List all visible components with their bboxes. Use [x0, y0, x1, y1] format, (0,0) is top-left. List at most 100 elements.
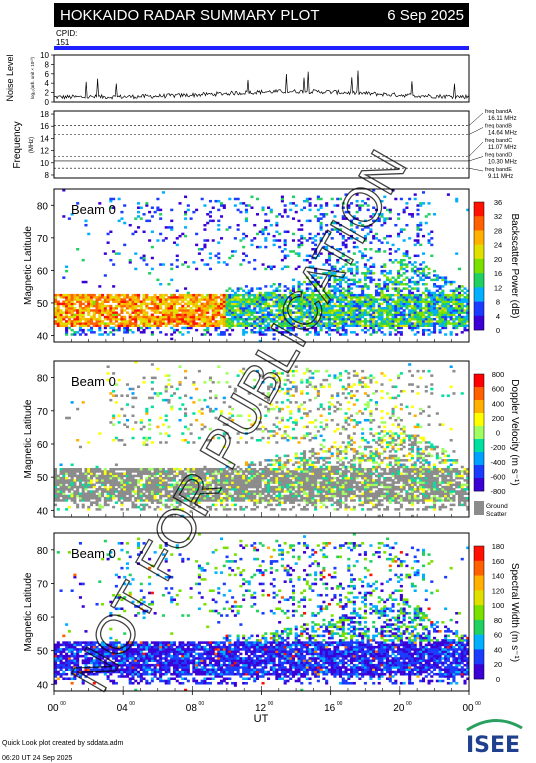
echo-cell [319, 317, 323, 321]
echo-cell [283, 465, 287, 469]
echo-cell [195, 232, 199, 236]
echo-cell [294, 452, 298, 455]
echo-cell [419, 313, 423, 317]
echo-cell [67, 474, 71, 478]
echo-cell [316, 324, 320, 327]
echo-cell [405, 322, 409, 325]
echo-cell [427, 213, 431, 216]
echo-cell [222, 490, 226, 493]
echo-cell [242, 293, 246, 297]
echo-cell [413, 272, 417, 275]
echo-cell [352, 241, 356, 244]
echo-cell [283, 313, 287, 317]
echo-cell [142, 328, 146, 332]
echo-cell [294, 418, 298, 422]
echo-cell [283, 241, 287, 244]
echo-cell [233, 467, 237, 471]
echo-cell [255, 476, 260, 480]
echo-cell [67, 307, 71, 310]
echo-cell [305, 313, 309, 317]
echo-cell [56, 490, 60, 493]
echo-cell [197, 324, 201, 327]
echo-cell [269, 313, 273, 317]
echo-cell [172, 311, 177, 314]
echo-cell [106, 317, 110, 321]
echo-cell [192, 474, 196, 478]
echo-cell [112, 206, 116, 209]
echo-cell [399, 261, 403, 264]
echo-cell [272, 499, 276, 502]
echo-cell [250, 287, 254, 290]
echo-cell [222, 315, 226, 319]
echo-cell [311, 322, 315, 325]
echo-cell [264, 494, 268, 498]
echo-cell [399, 296, 403, 299]
echo-cell [394, 300, 398, 303]
echo-cell [283, 463, 287, 467]
echo-cell [178, 490, 182, 493]
echo-cell [211, 298, 215, 301]
echo-cell [253, 490, 257, 493]
echo-cell [112, 326, 116, 330]
echo-cell [383, 285, 387, 288]
echo-cell [311, 311, 315, 314]
echo-cell [347, 296, 351, 299]
echo-cell [131, 479, 135, 482]
echo-cell [117, 496, 121, 500]
echo-cell [161, 263, 165, 266]
echo-cell [319, 324, 323, 327]
echo-cell [383, 296, 387, 299]
echo-cell [430, 291, 434, 295]
echo-cell [336, 289, 340, 293]
echo-cell [172, 467, 177, 471]
echo-cell [430, 324, 434, 327]
echo-cell [222, 296, 226, 299]
echo-cell [286, 459, 290, 462]
echo-cell [228, 483, 232, 487]
echo-cell [239, 210, 243, 214]
echo-cell [217, 326, 221, 330]
echo-cell [350, 223, 354, 227]
echo-cell [103, 490, 107, 493]
echo-cell [87, 441, 91, 444]
echo-cell [214, 324, 218, 327]
echo-cell [427, 232, 431, 236]
echo-cell [164, 492, 168, 496]
echo-cell [189, 496, 193, 500]
echo-cell [231, 300, 235, 303]
echo-cell [311, 454, 315, 458]
echo-cell [369, 322, 373, 325]
echo-cell [253, 237, 257, 240]
echo-cell [410, 280, 414, 284]
echo-cell [67, 481, 71, 484]
echo-cell [159, 213, 163, 216]
echo-cell [294, 470, 298, 473]
echo-cell [123, 483, 127, 487]
echo-cell [112, 490, 116, 493]
echo-cell [435, 311, 439, 314]
echo-cell [319, 237, 323, 240]
echo-cell [184, 317, 188, 321]
echo-cell [161, 470, 165, 473]
echo-cell [457, 293, 461, 297]
echo-cell [289, 496, 293, 500]
echo-cell [294, 387, 298, 391]
echo-cell [244, 317, 248, 321]
echo-cell [413, 287, 417, 290]
echo-cell [294, 456, 298, 460]
echo-cell [275, 499, 279, 502]
echo-cell [297, 289, 301, 293]
echo-cell [59, 315, 63, 319]
echo-cell [70, 311, 74, 314]
echo-cell [228, 320, 232, 323]
echo-cell [247, 291, 251, 295]
echo-cell [67, 320, 71, 323]
echo-cell [89, 503, 94, 507]
echo-cell [291, 285, 295, 288]
echo-cell [78, 326, 82, 330]
echo-cell [308, 410, 312, 413]
echo-cell [344, 193, 348, 196]
echo-cell [294, 479, 298, 482]
echo-cell [311, 465, 315, 469]
